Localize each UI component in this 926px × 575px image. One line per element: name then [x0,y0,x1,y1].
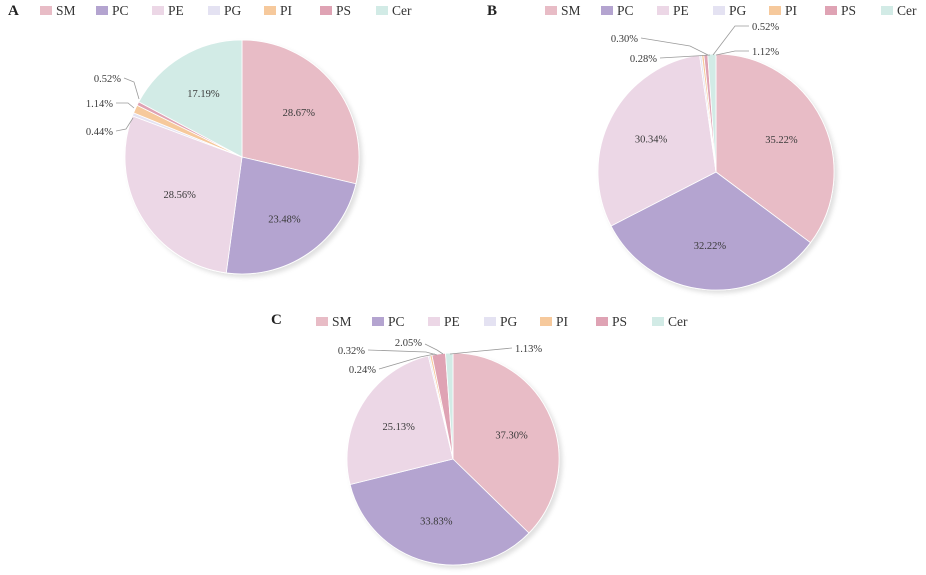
legend-swatch-pg [208,6,220,15]
leader-line-pi [116,102,135,109]
legend-swatch-ps [320,6,332,15]
legend-label-pi: PI [785,3,798,18]
legend-label-pe: PE [168,3,184,18]
panel-label-c: C [271,312,282,328]
legend-label-pg: PG [500,314,518,329]
legend-label-sm: SM [56,3,76,18]
legend-label-ps: PS [612,314,627,329]
legend-label-pc: PC [617,3,634,18]
panel-label-a: A [8,3,19,19]
data-label-pc: 23.48% [268,215,301,226]
legend-swatch-sm [316,317,328,326]
legend: SM PC PE PG PI PS Cer [316,314,688,329]
legend-swatch-cer [652,317,664,326]
panel-b: B SM PC PE PG PI PS Cer 35.22% 32.22% 30.34% 0.28% 0… [487,3,917,291]
legend-label-ps: PS [841,3,856,18]
leader-line-pg [115,117,134,132]
legend-swatch-ps [825,6,837,15]
slice-pc [225,156,357,275]
legend-label-pg: PG [729,3,747,18]
leader-line-pi [640,37,709,56]
legend-swatch-pi [769,6,781,15]
pie [124,39,360,275]
data-label-sm: 28.67% [283,108,316,119]
legend: SM PC PE PG PI PS Cer [40,3,412,18]
panel-a: A SM PC PE PG PI PS Cer 28.67% 23.48% 28.56% 0.44% 1… [8,3,412,275]
legend-label-pi: PI [556,314,569,329]
panel-c: C SM PC PE PG PI PS Cer 37.30% 33.83% 25.13% 0.24% 0… [271,312,688,566]
data-label-pc: 32.22% [694,241,727,252]
legend: SM PC PE PG PI PS Cer [545,3,917,18]
legend-label-pi: PI [280,3,293,18]
legend-swatch-pi [540,317,552,326]
data-label-cer: 1.13% [515,344,542,355]
legend-swatch-pc [96,6,108,15]
legend-swatch-cer [881,6,893,15]
leader-line-cer [449,347,513,355]
legend-swatch-sm [545,6,557,15]
pie [597,53,835,291]
legend-swatch-pe [428,317,440,326]
data-label-pe: 28.56% [164,190,197,201]
leader-line-cer [715,50,749,56]
legend-swatch-pe [657,6,669,15]
slice-pc [610,171,812,291]
data-label-cer: 17.19% [187,89,220,100]
legend-swatch-sm [40,6,52,15]
slice-cer [445,352,454,460]
data-label-pi: 0.30% [611,34,638,45]
data-label-pg: 0.44% [86,127,113,138]
slice-cer [707,53,717,173]
data-label-sm: 35.22% [765,135,798,146]
data-label-pg: 0.28% [630,54,657,65]
legend-swatch-pg [713,6,725,15]
legend-swatch-pc [372,317,384,326]
legend-label-pg: PG [224,3,242,18]
leader-line-ps [123,77,140,100]
legend-swatch-pg [484,317,496,326]
data-label-pg: 0.24% [349,365,376,376]
legend-swatch-pe [152,6,164,15]
legend-label-cer: Cer [668,314,688,329]
panel-label-b: B [487,3,497,19]
legend-label-ps: PS [336,3,351,18]
slice-pe [597,54,717,227]
slice-pe [124,115,243,274]
legend-label-sm: SM [332,314,352,329]
data-label-pi: 1.14% [86,99,113,110]
data-label-pe: 25.13% [382,422,415,433]
legend-label-sm: SM [561,3,581,18]
leader-line-ps [424,343,444,355]
data-label-cer: 1.12% [752,47,779,58]
slice-sm [715,53,835,244]
data-label-ps: 0.52% [752,22,779,33]
legend-label-pe: PE [673,3,689,18]
legend-swatch-ps [596,317,608,326]
leader-line-pg [659,54,711,59]
slice-sm [452,352,560,534]
legend-swatch-cer [376,6,388,15]
data-label-ps: 0.52% [94,74,121,85]
legend-label-cer: Cer [897,3,917,18]
leader-line-ps [712,25,749,56]
leader-line-pg [378,353,436,370]
slice-pe [346,355,454,486]
data-label-pc: 33.83% [420,516,453,527]
slice-cer [138,39,243,158]
data-label-sm: 37.30% [495,430,528,441]
slice-pc [349,458,530,566]
legend-label-cer: Cer [392,3,412,18]
legend-label-pc: PC [112,3,129,18]
leader-line-pi [367,349,438,356]
data-label-pi: 0.32% [338,346,365,357]
data-label-ps: 2.05% [395,338,422,349]
data-label-pe: 30.34% [635,134,668,145]
legend-label-pc: PC [388,314,405,329]
legend-label-pe: PE [444,314,460,329]
pie [346,352,560,566]
legend-swatch-pi [264,6,276,15]
legend-swatch-pc [601,6,613,15]
slice-sm [241,39,360,185]
